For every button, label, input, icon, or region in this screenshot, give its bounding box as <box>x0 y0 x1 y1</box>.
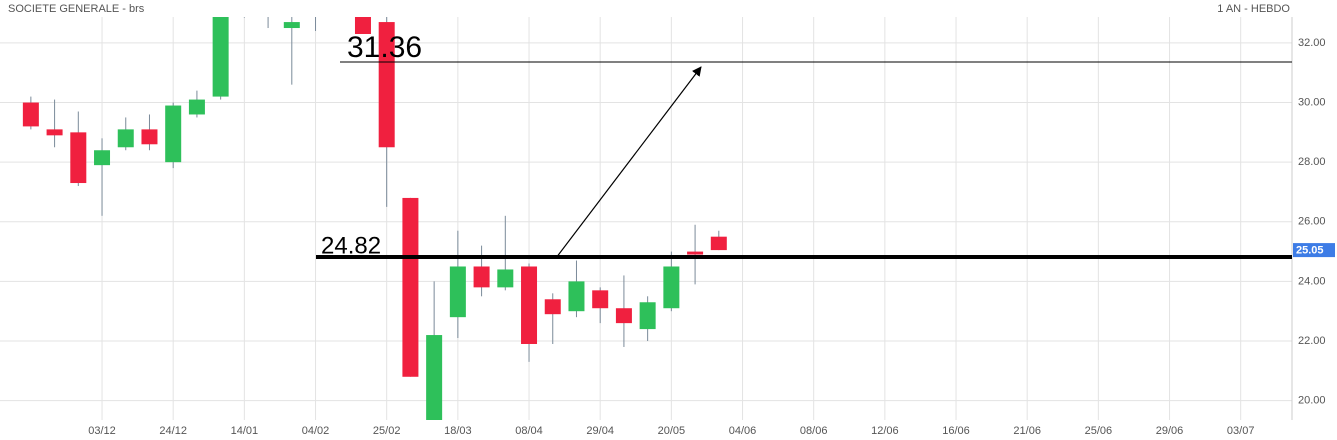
candle-body <box>378 22 395 148</box>
x-tick-label: 03/12 <box>88 425 116 437</box>
projection-arrow <box>555 66 702 259</box>
support-label: 24.82 <box>321 232 381 259</box>
candle-body <box>615 308 632 324</box>
x-tick-label: 12/06 <box>871 425 899 437</box>
period-label: 1 AN - HEBDO <box>1217 3 1290 15</box>
candle-body <box>141 129 158 145</box>
x-tick-label: 08/06 <box>800 425 828 437</box>
x-tick-label: 08/04 <box>515 425 543 437</box>
x-tick-label: 25/02 <box>373 425 401 437</box>
y-tick-label: 26.00 <box>1298 216 1326 228</box>
x-tick-label: 20/05 <box>658 425 686 437</box>
candle-body <box>568 281 585 312</box>
candle-body <box>212 17 229 97</box>
target-label: 31.36 <box>347 31 422 64</box>
y-tick-label: 30.00 <box>1298 96 1326 108</box>
candle-body <box>663 266 680 309</box>
candle-body <box>308 1 324 10</box>
candle-body <box>117 129 134 148</box>
candle-body <box>521 266 538 344</box>
y-tick-label: 24.00 <box>1298 275 1326 287</box>
candle-body <box>592 290 609 309</box>
x-tick-label: 18/03 <box>444 425 472 437</box>
x-tick-label: 16/06 <box>942 425 970 437</box>
candle-body <box>46 129 63 136</box>
candle-body <box>94 150 111 166</box>
chart-title: SOCIETE GENERALE - brs <box>8 3 145 15</box>
candle-body <box>687 251 704 255</box>
x-tick-label: 25/06 <box>1085 425 1113 437</box>
grid <box>0 17 1292 420</box>
candle-body <box>70 132 87 184</box>
candle-body <box>260 0 276 7</box>
candle-body <box>449 266 466 318</box>
candle-body <box>283 22 300 29</box>
y-tick-label: 20.00 <box>1298 395 1326 407</box>
x-tick-label: 21/06 <box>1013 425 1041 437</box>
plot-area <box>22 0 727 420</box>
candle-body <box>354 17 371 34</box>
candle-body <box>426 335 443 420</box>
x-tick-label: 29/06 <box>1156 425 1184 437</box>
candle-body <box>544 299 561 315</box>
x-tick-label: 03/07 <box>1227 425 1255 437</box>
candle-body <box>188 99 205 115</box>
x-tick-label: 04/06 <box>729 425 757 437</box>
candle-body <box>473 266 490 288</box>
candle-body <box>165 105 182 163</box>
x-tick-label: 14/01 <box>231 425 259 437</box>
x-tick-label: 04/02 <box>302 425 330 437</box>
last-price-label: 25.05 <box>1296 245 1324 257</box>
last-price-badge <box>1293 243 1335 258</box>
candle-body <box>22 102 39 127</box>
candle-body <box>402 197 419 377</box>
y-tick-label: 32.00 <box>1298 37 1326 49</box>
candle-body <box>497 269 514 288</box>
candle-body <box>639 302 656 330</box>
candle-body <box>710 236 727 251</box>
x-tick-label: 24/12 <box>159 425 187 437</box>
y-tick-label: 22.00 <box>1298 335 1326 347</box>
x-tick-label: 29/04 <box>586 425 614 437</box>
y-tick-label: 28.00 <box>1298 156 1326 168</box>
